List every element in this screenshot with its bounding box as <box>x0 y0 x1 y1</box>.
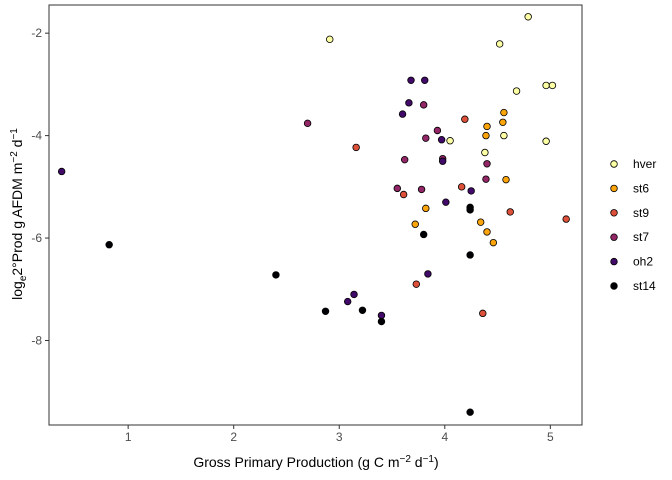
data-point-st6 <box>499 118 507 126</box>
x-tick-label: 4 <box>441 430 448 444</box>
legend-label-st14: st14 <box>633 279 656 293</box>
data-point-st7 <box>483 160 491 168</box>
data-point-st7 <box>393 184 401 193</box>
data-point-oh2 <box>377 311 386 320</box>
data-point-st9 <box>562 215 570 223</box>
data-point-st6 <box>502 175 510 184</box>
data-point-st7 <box>417 185 426 194</box>
y-tick-label: -8 <box>31 333 42 347</box>
data-point-oh2 <box>350 290 358 299</box>
data-point-st14 <box>105 241 113 249</box>
data-point-oh2 <box>57 167 66 176</box>
y-tick-label: -4 <box>31 129 42 143</box>
data-point-st6 <box>482 131 490 140</box>
data-point-st14 <box>321 307 330 315</box>
data-point-st7 <box>433 126 442 135</box>
data-point-oh2 <box>421 76 429 84</box>
data-point-hver <box>446 137 454 145</box>
legend-key-st14 <box>610 282 618 290</box>
data-point-st7 <box>482 175 490 183</box>
data-point-st14 <box>466 251 474 259</box>
data-point-oh2 <box>424 270 432 278</box>
y-axis-title: loge2°Prod g AFDM m−2 d−1 <box>9 128 29 300</box>
data-point-st9 <box>457 183 466 191</box>
data-point-st14 <box>377 317 386 326</box>
data-point-st6 <box>483 122 491 131</box>
data-point-st14 <box>358 306 367 314</box>
data-point-oh2 <box>405 99 413 107</box>
legend-label-oh2: oh2 <box>633 255 653 269</box>
data-point-st6 <box>483 228 491 236</box>
x-tick-label: 2 <box>230 430 237 444</box>
legend-key-st7 <box>610 233 618 241</box>
plot-area <box>48 4 583 426</box>
data-point-st9 <box>479 309 487 318</box>
data-point-hver <box>326 35 334 44</box>
data-point-hver <box>542 137 550 145</box>
x-tick-label: 5 <box>547 430 554 444</box>
plot-border <box>48 4 583 426</box>
data-point-oh2 <box>467 187 475 195</box>
data-point-oh2 <box>442 198 450 206</box>
data-point-st14 <box>419 230 428 239</box>
data-point-st9 <box>461 115 469 123</box>
x-axis: 1 2 3 4 5 <box>125 425 554 444</box>
x-tick-label: 1 <box>125 430 132 444</box>
legend: hver st6 st9 st7 oh2 st14 <box>610 157 656 293</box>
data-point-oh2 <box>343 297 352 306</box>
legend-label-st9: st9 <box>633 206 649 220</box>
data-point-st6 <box>489 238 498 247</box>
data-point-hver <box>495 40 504 48</box>
legend-label-st7: st7 <box>633 230 649 244</box>
data-point-st7 <box>400 155 409 164</box>
legend-key-hver <box>610 160 618 168</box>
data-point-st14 <box>466 408 474 416</box>
x-tick-label: 3 <box>336 430 343 444</box>
data-point-hver <box>500 131 508 140</box>
y-axis: -8 -6 -4 -2 <box>31 26 49 347</box>
data-point-st14 <box>466 206 474 214</box>
data-point-st7 <box>422 134 430 142</box>
legend-key-st6 <box>610 184 618 193</box>
y-tick-label: -2 <box>31 26 42 40</box>
x-axis-title: Gross Primary Production (g C m−2 d−1) <box>193 454 438 470</box>
data-point-hver <box>548 81 557 90</box>
y-tick-label: -6 <box>31 231 42 245</box>
data-point-st6 <box>422 204 430 213</box>
data-point-oh2 <box>438 157 447 165</box>
data-point-st6 <box>411 220 419 228</box>
data-point-st6 <box>476 218 485 226</box>
data-point-st14 <box>272 271 280 279</box>
data-point-hver <box>512 87 521 95</box>
data-point-st9 <box>352 143 360 152</box>
data-point-st6 <box>500 108 508 117</box>
data-point-st9 <box>399 190 408 199</box>
data-point-hver <box>481 148 489 157</box>
legend-label-st6: st6 <box>633 181 649 195</box>
legend-key-st9 <box>610 209 618 217</box>
data-point-st9 <box>506 208 514 216</box>
data-point-oh2 <box>407 76 415 84</box>
data-point-hver <box>542 81 550 90</box>
legend-key-oh2 <box>610 257 618 266</box>
data-point-oh2 <box>398 110 407 118</box>
data-point-hver <box>524 13 532 21</box>
legend-label-hver: hver <box>633 157 656 171</box>
data-point-st9 <box>412 280 420 288</box>
data-point-st7 <box>419 101 428 109</box>
data-point-st7 <box>303 119 312 128</box>
data-point-oh2 <box>437 136 446 144</box>
